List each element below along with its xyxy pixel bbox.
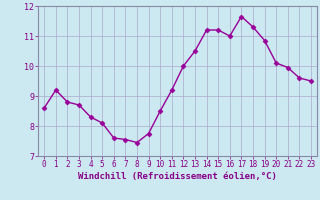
X-axis label: Windchill (Refroidissement éolien,°C): Windchill (Refroidissement éolien,°C) [78,172,277,181]
